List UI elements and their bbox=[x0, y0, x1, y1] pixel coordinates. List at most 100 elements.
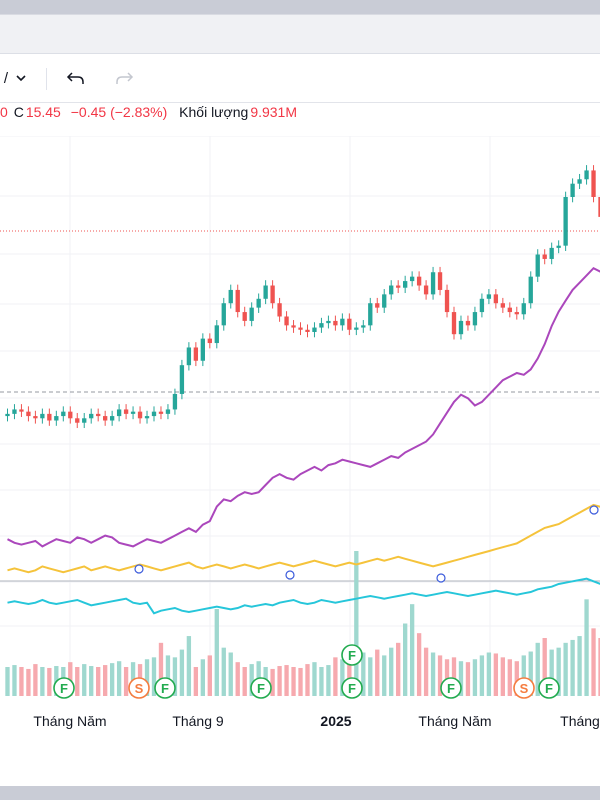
volume-bar bbox=[19, 667, 24, 696]
event-marker-label: F bbox=[348, 648, 356, 663]
candle bbox=[444, 284, 450, 318]
candle bbox=[570, 178, 575, 203]
candle-body bbox=[312, 327, 317, 332]
candle bbox=[479, 293, 485, 318]
volume-bar bbox=[242, 667, 247, 696]
volume-bar bbox=[375, 649, 380, 696]
candle-body bbox=[214, 325, 219, 344]
event-marker: S bbox=[513, 677, 535, 699]
candle bbox=[89, 408, 94, 424]
volume-bar bbox=[249, 664, 254, 696]
candle bbox=[179, 359, 185, 400]
candle bbox=[549, 242, 554, 265]
x-tick-label: Tháng bbox=[560, 713, 600, 729]
event-marker-label: F bbox=[348, 681, 356, 696]
volume-bar bbox=[549, 649, 554, 696]
candle bbox=[68, 406, 73, 424]
event-marker: F bbox=[440, 677, 462, 699]
volume-bar bbox=[284, 665, 289, 696]
candle bbox=[542, 249, 547, 265]
candle-body bbox=[284, 316, 289, 326]
candle bbox=[103, 410, 108, 426]
volume-bar bbox=[116, 661, 122, 696]
candle-body bbox=[123, 409, 129, 414]
candle bbox=[172, 388, 178, 415]
candle-body bbox=[82, 418, 87, 423]
candle bbox=[326, 315, 331, 329]
candle-body bbox=[409, 276, 415, 282]
candle bbox=[151, 406, 157, 422]
x-tick-label: Tháng 9 bbox=[172, 713, 224, 729]
candle-body bbox=[263, 285, 268, 299]
chevron-down-icon[interactable] bbox=[12, 66, 30, 90]
candle-body bbox=[500, 303, 505, 308]
x-tick-label: Tháng Năm bbox=[418, 713, 491, 729]
candle bbox=[228, 284, 233, 309]
volume-bar bbox=[68, 662, 73, 696]
volume-bar bbox=[5, 667, 10, 696]
redo-icon[interactable] bbox=[110, 66, 138, 90]
candle bbox=[200, 333, 205, 367]
volume-bar bbox=[570, 639, 575, 696]
candle-body bbox=[68, 411, 73, 419]
candle bbox=[396, 280, 401, 294]
candle-body bbox=[193, 347, 199, 361]
window-titlebar bbox=[0, 15, 600, 54]
volume-bar bbox=[298, 667, 303, 696]
candle-body bbox=[465, 320, 471, 326]
candle-body bbox=[33, 416, 38, 419]
candle bbox=[137, 406, 143, 424]
volume-bar bbox=[423, 647, 429, 696]
candle-body bbox=[521, 303, 526, 315]
candle-body bbox=[437, 272, 443, 290]
candle-body bbox=[172, 393, 178, 410]
volume-bar bbox=[312, 662, 317, 696]
candle-body bbox=[19, 409, 24, 412]
volume-bar bbox=[521, 655, 526, 696]
candle bbox=[521, 297, 526, 320]
price-chart[interactable]: F S F F FFF S F Tháng Năm Tháng 9 2025 Tháng Năm T… bbox=[0, 136, 600, 786]
volume-bar bbox=[158, 642, 164, 696]
candle bbox=[382, 289, 387, 313]
candle bbox=[507, 302, 512, 318]
candle bbox=[256, 293, 261, 313]
candle bbox=[207, 333, 212, 349]
candle bbox=[319, 317, 324, 333]
candle bbox=[26, 406, 31, 422]
volume-bar bbox=[444, 659, 450, 696]
candle bbox=[598, 196, 600, 217]
volume-bar bbox=[416, 633, 422, 696]
event-marker-circle bbox=[341, 677, 363, 699]
volume-bar bbox=[179, 649, 185, 696]
volume-bar bbox=[270, 668, 275, 696]
event-marker-circle bbox=[440, 677, 462, 699]
volume-bar bbox=[144, 659, 150, 696]
candle bbox=[54, 410, 59, 426]
candle bbox=[242, 306, 247, 327]
candle-body bbox=[47, 413, 52, 421]
candle bbox=[291, 320, 296, 333]
volume-bar bbox=[291, 667, 296, 696]
candle bbox=[82, 412, 87, 429]
candle bbox=[451, 306, 457, 340]
ohlc-legend: 0 C 15.45 −0.45 (−2.83%) Khối lượng 9.931M bbox=[0, 104, 299, 122]
candle-body bbox=[200, 338, 205, 361]
candle-body bbox=[535, 254, 540, 277]
undo-icon[interactable] bbox=[62, 66, 90, 90]
volume-bar bbox=[409, 604, 415, 696]
candle-body bbox=[26, 411, 31, 417]
event-marker: F bbox=[538, 677, 560, 699]
volume-bar bbox=[500, 657, 505, 696]
candle bbox=[465, 315, 471, 331]
event-marker-label: F bbox=[60, 681, 68, 696]
interval-selector[interactable]: / bbox=[0, 66, 12, 90]
candle bbox=[584, 165, 589, 185]
candle-body bbox=[486, 294, 492, 299]
candle-body bbox=[96, 413, 101, 417]
candle-body bbox=[451, 312, 457, 335]
volume-bar bbox=[200, 659, 205, 696]
event-marker-circle bbox=[154, 677, 176, 699]
candle-body bbox=[221, 303, 226, 326]
legend-open-fragment: 0 bbox=[0, 104, 8, 120]
event-marker-label: S bbox=[520, 681, 529, 696]
